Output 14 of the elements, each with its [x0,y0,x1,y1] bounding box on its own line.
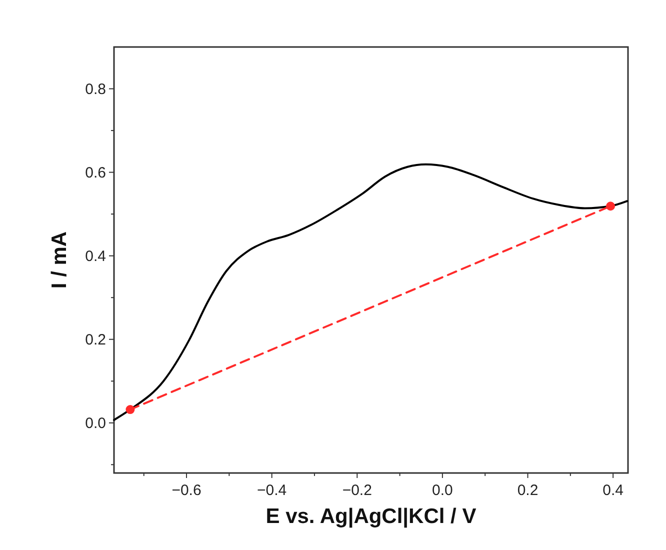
x-tick-label: −0.6 [172,482,202,499]
x-tick-label: 0.0 [432,482,453,499]
x-tick-label: −0.4 [257,482,287,499]
line-series [113,163,628,421]
x-tick-label: −0.2 [342,482,372,499]
y-tick-label: 0.8 [85,80,106,98]
x-tick-label: 0.4 [602,482,624,499]
x-tick-label: 0.2 [517,482,538,499]
y-axis-title: I / mA [48,231,71,289]
y-tick-label: 0.6 [85,164,106,182]
x-axis-title: E vs. Ag|AgCl|KCl / V [266,505,476,528]
y-tick-label: 0.0 [85,414,106,432]
y-tick-label: 0.4 [85,248,106,265]
y-tick-label: 0.2 [85,331,106,348]
